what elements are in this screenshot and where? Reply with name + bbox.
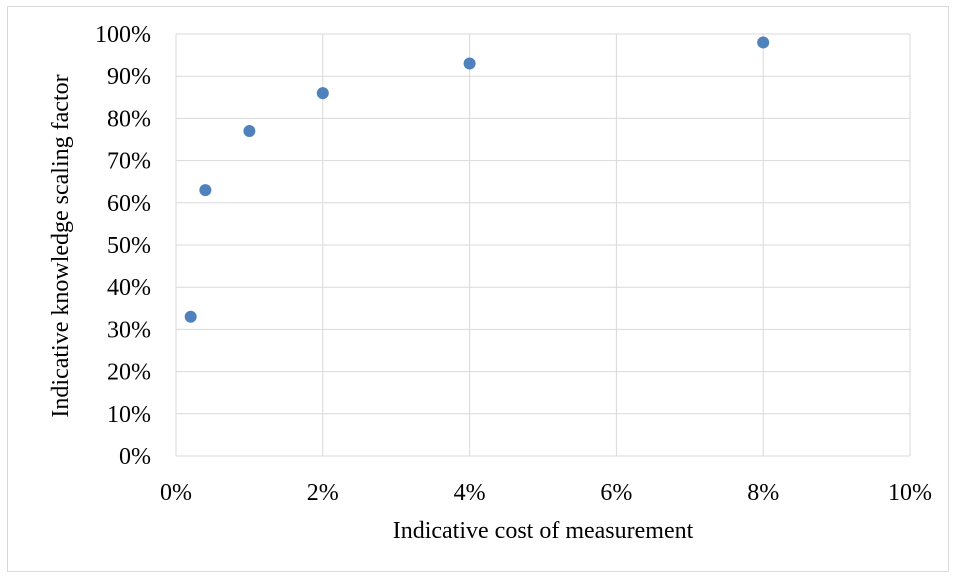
data-point: [317, 87, 329, 99]
y-tick-label: 80%: [107, 106, 151, 132]
x-tick-label: 8%: [747, 480, 779, 506]
y-axis-title: Indicative knowledge scaling factor: [48, 74, 74, 417]
x-tick-label: 4%: [454, 480, 486, 506]
y-tick-label: 70%: [107, 149, 151, 175]
y-tick-label: 20%: [107, 360, 151, 386]
data-point: [199, 184, 211, 196]
y-tick-labels: 0% 10% 20% 30% 40% 50% 60% 70% 80% 90% 100%: [95, 22, 151, 470]
y-tick-label: 10%: [107, 402, 151, 428]
x-tick-label: 0%: [160, 480, 192, 506]
data-point: [185, 311, 197, 323]
data-point: [757, 36, 769, 48]
x-tick-label: 6%: [600, 480, 632, 506]
data-points: [185, 36, 770, 322]
y-tick-label: 100%: [95, 22, 151, 48]
y-tick-label: 40%: [107, 275, 151, 301]
y-tick-label: 50%: [107, 233, 151, 259]
x-tick-labels: 0% 2% 4% 6% 8% 10%: [160, 480, 932, 506]
y-tick-label: 60%: [107, 191, 151, 217]
x-tick-label: 2%: [307, 480, 339, 506]
data-point: [243, 125, 255, 137]
y-tick-label: 90%: [107, 64, 151, 90]
gridlines: [176, 34, 910, 456]
data-point: [464, 58, 476, 70]
y-tick-label: 0%: [119, 444, 151, 470]
x-axis-title: Indicative cost of measurement: [393, 518, 694, 544]
x-tick-label: 10%: [888, 480, 932, 506]
y-tick-label: 30%: [107, 317, 151, 343]
